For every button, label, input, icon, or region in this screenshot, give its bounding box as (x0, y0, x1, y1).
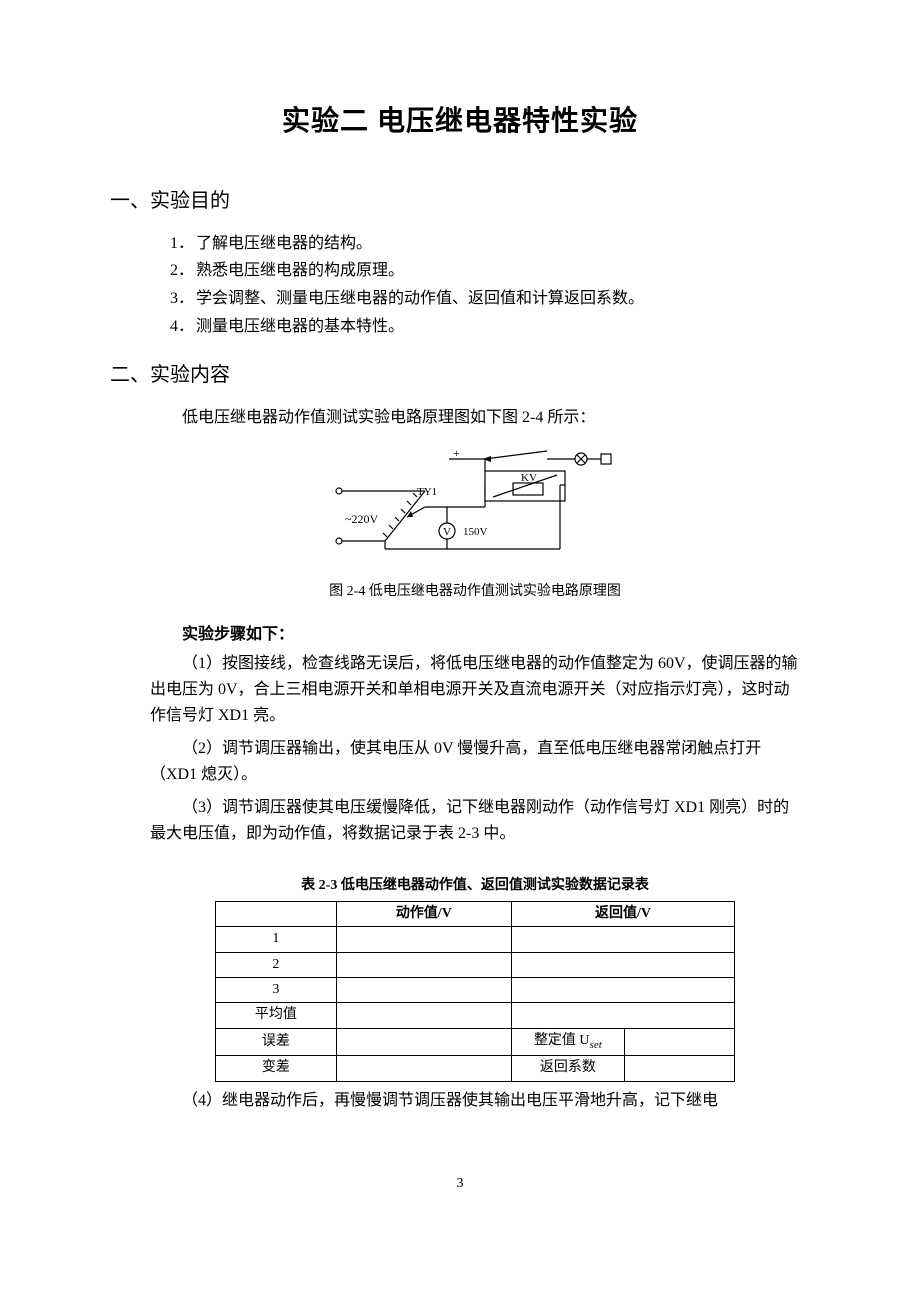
list-text: 了解电压继电器的结构。 (196, 235, 372, 252)
list-num: 1． (170, 231, 196, 257)
table-cell: 2 (216, 952, 337, 977)
list-num: 3． (170, 286, 196, 312)
data-table: 动作值/V 返回值/V 1 2 3 平均值 误差 整定值 Uset (215, 901, 735, 1082)
table-row: 1 (216, 927, 735, 952)
list-num: 2． (170, 258, 196, 284)
table-header: 返回值/V (511, 901, 734, 926)
table-caption: 表 2-3 低电压继电器动作值、返回值测试实验数据记录表 (150, 875, 800, 897)
table-header (216, 901, 337, 926)
list-item: 2．熟悉电压继电器的构成原理。 (170, 258, 810, 284)
table-cell (336, 978, 511, 1003)
list-text: 测量电压继电器的基本特性。 (196, 318, 404, 335)
list-text: 熟悉电压继电器的构成原理。 (196, 262, 404, 279)
section-objective-heading: 一、实验目的 (110, 185, 810, 217)
table-cell: 返回系数 (511, 1056, 624, 1081)
step-paragraph: （1）按图接线，检查线路无误后，将低电压继电器的动作值整定为 60V，使调压器的… (150, 651, 800, 728)
step-paragraph: （2）调节调压器输出，使其电压从 0V 慢慢升高，直至低电压继电器常闭触点打开（… (150, 736, 800, 787)
table-cell: 平均值 (216, 1003, 337, 1028)
table-cell: 误差 (216, 1028, 337, 1055)
table-row: 3 (216, 978, 735, 1003)
objective-list: 1．了解电压继电器的结构。 2．熟悉电压继电器的构成原理。 3．学会调整、测量电… (110, 231, 810, 339)
table-row: 动作值/V 返回值/V (216, 901, 735, 926)
figure-caption: 图 2-4 低电压继电器动作值测试实验电路原理图 (150, 581, 800, 603)
table-row: 变差 返回系数 (216, 1056, 735, 1081)
table-cell: 1 (216, 927, 337, 952)
table-cell (336, 1028, 511, 1055)
label-ac: ~220V (345, 512, 378, 526)
circuit-diagram-svg: ~220V TY1 V 150V (325, 445, 625, 565)
steps-heading: 实验步骤如下： (150, 622, 800, 648)
table-cell (511, 1003, 734, 1028)
table-cell (336, 1003, 511, 1028)
table-cell: 整定值 Uset (511, 1028, 624, 1055)
list-item: 1．了解电压继电器的结构。 (170, 231, 810, 257)
table-cell (336, 952, 511, 977)
table-row: 2 (216, 952, 735, 977)
table-cell: 变差 (216, 1056, 337, 1081)
list-text: 学会调整、测量电压继电器的动作值、返回值和计算返回系数。 (196, 290, 644, 307)
label-vrange: 150V (463, 526, 488, 538)
list-item: 3．学会调整、测量电压继电器的动作值、返回值和计算返回系数。 (170, 286, 810, 312)
page-title: 实验二 电压继电器特性实验 (110, 100, 810, 145)
table-cell (336, 1056, 511, 1081)
table-cell (511, 952, 734, 977)
section-content-heading: 二、实验内容 (110, 359, 810, 391)
table-cell (511, 978, 734, 1003)
page-number: 3 (110, 1173, 810, 1195)
label-ty: TY1 (417, 486, 437, 498)
table-header: 动作值/V (336, 901, 511, 926)
list-item: 4．测量电压继电器的基本特性。 (170, 314, 810, 340)
table-cell: 3 (216, 978, 337, 1003)
table-cell (624, 1028, 734, 1055)
step-paragraph: （4）继电器动作后，再慢慢调节调压器使其输出电压平滑地升高，记下继电 (150, 1088, 800, 1114)
table-cell (336, 927, 511, 952)
step-paragraph: （3）调节调压器使其电压缓慢降低，记下继电器刚动作（动作信号灯 XD1 刚亮）时… (150, 795, 800, 846)
table-cell (624, 1056, 734, 1081)
label-plus: + (453, 446, 460, 460)
intro-paragraph: 低电压继电器动作值测试实验电路原理图如下图 2-4 所示： (150, 405, 800, 431)
circuit-figure: ~220V TY1 V 150V (150, 445, 800, 574)
table-row: 误差 整定值 Uset (216, 1028, 735, 1055)
list-num: 4． (170, 314, 196, 340)
table-cell (511, 927, 734, 952)
table-row: 平均值 (216, 1003, 735, 1028)
label-v: V (443, 526, 451, 538)
label-kv: KV (521, 472, 537, 484)
